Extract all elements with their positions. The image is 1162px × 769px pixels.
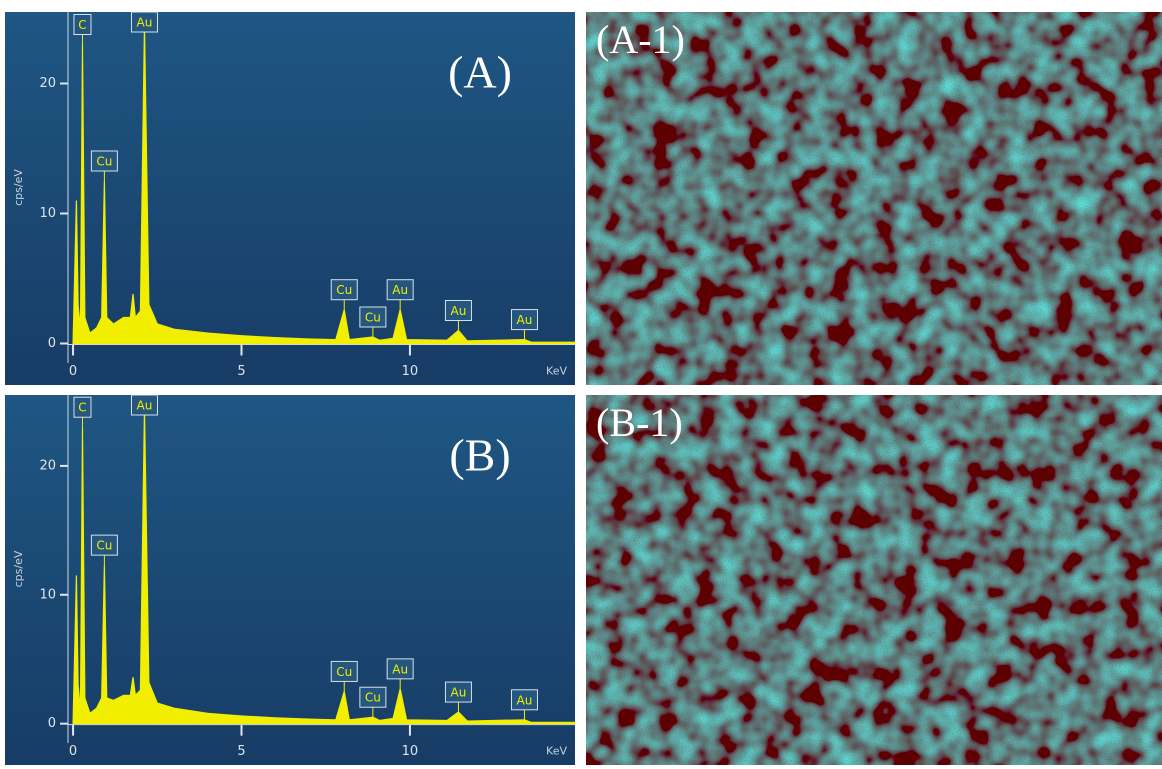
annotation-label: Cu: [96, 539, 112, 553]
y-tick-label: 10: [39, 587, 56, 602]
y-tick-label: 20: [39, 458, 56, 473]
page: 0 10 20 0 5 10 cps/eV KeV C Cu Au Cu Cu Au Au Au (A) 0 10…: [0, 0, 1162, 765]
x-tick-label: 10: [402, 744, 419, 759]
map-label: (A-1): [596, 16, 685, 63]
eds-map: (B-1): [586, 395, 1162, 765]
chart-title: (A): [448, 47, 512, 98]
annotation-label: Au: [392, 283, 408, 297]
annotation-label: Au: [392, 662, 408, 676]
spectrum-chart: 0 10 20 0 5 10 cps/eV KeV C Cu Au Cu Cu Au Au Au (A): [5, 12, 575, 385]
map-image: [586, 395, 1162, 765]
x-axis-label: KeV: [546, 365, 567, 378]
annotation-label: Cu: [336, 283, 352, 297]
y-tick-label: 10: [39, 206, 56, 221]
annotation-label: Au: [517, 693, 533, 707]
eds-map: (A-1): [586, 12, 1162, 385]
annotation-label: Au: [517, 313, 533, 327]
annotation-label: Au: [451, 304, 467, 318]
y-tick-label: 0: [48, 336, 56, 351]
annotation-label: Cu: [96, 155, 112, 169]
annotation-label: Au: [451, 686, 467, 700]
y-axis-label: cps/eV: [12, 169, 25, 206]
annotation-label: Cu: [365, 691, 381, 705]
x-axis-label: KeV: [546, 745, 567, 758]
x-tick-label: 5: [237, 364, 245, 379]
x-tick-label: 5: [237, 744, 245, 759]
map-label: (B-1): [596, 399, 683, 446]
map-image: [586, 12, 1162, 385]
y-tick-label: 0: [48, 716, 56, 731]
annotation-label: C: [78, 401, 86, 415]
chart-title: (B): [449, 430, 510, 481]
annotation-label: Cu: [336, 665, 352, 679]
annotation-label: Cu: [365, 311, 381, 325]
x-tick-label: 0: [69, 364, 77, 379]
x-tick-label: 10: [402, 364, 419, 379]
annotation-label: C: [78, 18, 86, 32]
annotation-label: Au: [137, 16, 153, 30]
y-axis-label: cps/eV: [12, 550, 25, 587]
x-tick-label: 0: [69, 744, 77, 759]
y-tick-label: 20: [39, 76, 56, 91]
spectrum-chart: 0 10 20 0 5 10 cps/eV KeV C Cu Au Cu Cu Au Au Au (B): [5, 395, 575, 765]
annotation-label: Au: [137, 399, 153, 413]
